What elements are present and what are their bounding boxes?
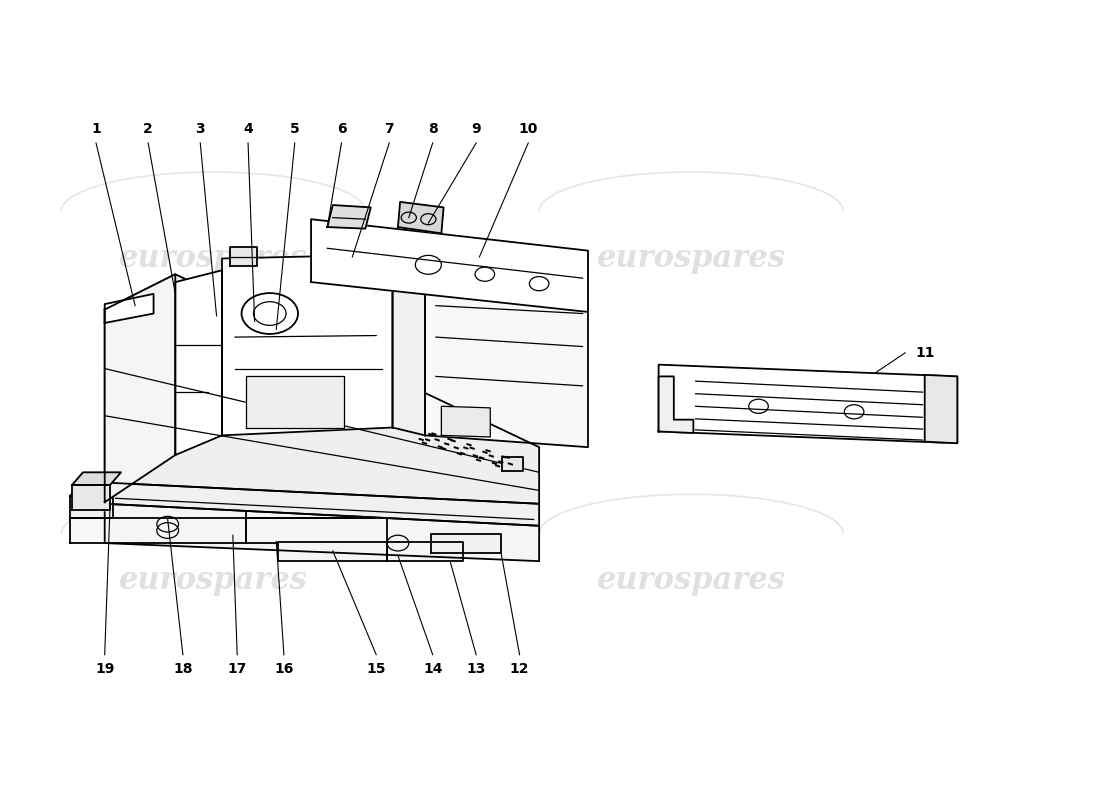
Text: 18: 18: [173, 662, 192, 676]
Polygon shape: [246, 377, 343, 427]
Polygon shape: [104, 504, 539, 561]
Polygon shape: [70, 484, 124, 496]
Text: 7: 7: [384, 122, 394, 136]
Polygon shape: [328, 205, 371, 229]
Text: eurospares: eurospares: [119, 566, 308, 596]
Polygon shape: [311, 219, 588, 312]
Text: 19: 19: [95, 662, 114, 676]
Polygon shape: [104, 294, 154, 323]
Polygon shape: [246, 518, 387, 543]
Polygon shape: [441, 406, 491, 437]
Text: 17: 17: [228, 662, 246, 676]
Polygon shape: [659, 377, 693, 433]
Polygon shape: [222, 254, 393, 435]
Text: 4: 4: [243, 122, 253, 136]
Polygon shape: [659, 365, 957, 443]
Polygon shape: [104, 482, 539, 526]
Polygon shape: [398, 202, 443, 234]
Text: 12: 12: [509, 662, 529, 676]
Text: 10: 10: [518, 122, 538, 136]
Polygon shape: [503, 457, 522, 470]
Text: 9: 9: [471, 122, 481, 136]
Text: 11: 11: [915, 346, 935, 360]
Polygon shape: [70, 496, 113, 518]
Polygon shape: [387, 542, 463, 561]
Text: eurospares: eurospares: [597, 243, 785, 274]
Polygon shape: [278, 542, 387, 561]
Text: 8: 8: [428, 122, 438, 136]
Text: 15: 15: [366, 662, 386, 676]
Text: 13: 13: [466, 662, 486, 676]
Polygon shape: [430, 534, 502, 554]
Polygon shape: [70, 518, 246, 543]
Text: 16: 16: [274, 662, 294, 676]
Polygon shape: [925, 375, 957, 443]
Polygon shape: [425, 254, 588, 447]
Polygon shape: [246, 504, 387, 518]
Text: 6: 6: [337, 122, 346, 136]
Polygon shape: [73, 472, 121, 485]
Polygon shape: [104, 274, 539, 504]
Polygon shape: [230, 246, 256, 266]
Polygon shape: [175, 270, 222, 455]
Text: 2: 2: [143, 122, 153, 136]
Text: 1: 1: [91, 122, 101, 136]
Polygon shape: [104, 274, 175, 502]
Polygon shape: [73, 485, 110, 510]
Polygon shape: [393, 254, 425, 435]
Text: eurospares: eurospares: [119, 243, 308, 274]
Text: 14: 14: [424, 662, 442, 676]
Text: 3: 3: [196, 122, 205, 136]
Text: 5: 5: [290, 122, 299, 136]
Text: eurospares: eurospares: [597, 566, 785, 596]
